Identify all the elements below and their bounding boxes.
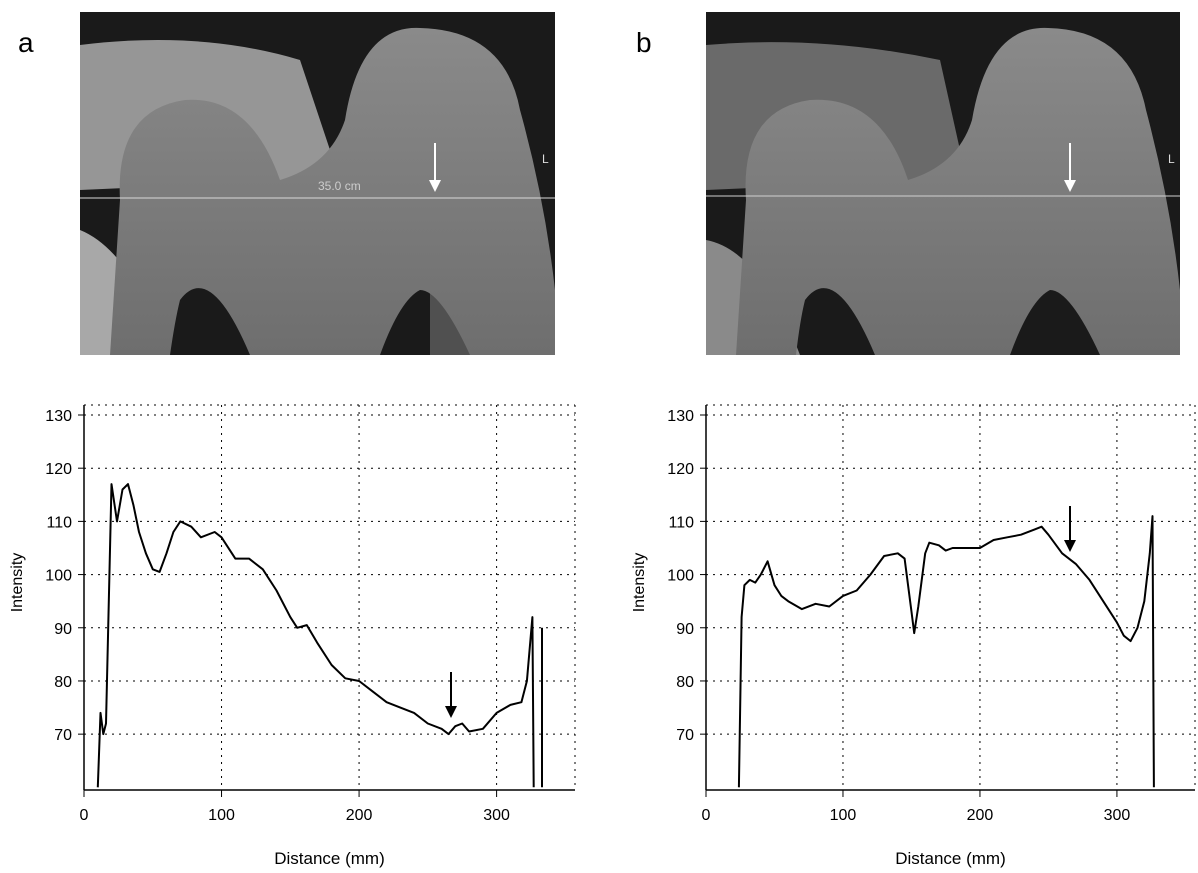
y-tick-label: 70 (54, 727, 72, 744)
y-tick-label: 120 (45, 461, 72, 478)
y-axis-label: Intensity (9, 553, 26, 613)
y-axis-label: Intensity (631, 553, 648, 613)
x-tick-label: 100 (830, 807, 857, 824)
y-tick-label: 80 (676, 674, 694, 691)
y-tick-label: 100 (45, 568, 72, 585)
x-axis-label: Distance (mm) (274, 849, 385, 868)
panel-label: b (636, 27, 652, 58)
y-tick-label: 120 (667, 461, 694, 478)
panel-label: a (18, 27, 34, 58)
image-a: 35.0 cm L (80, 12, 555, 355)
y-tick-label: 100 (667, 568, 694, 585)
y-tick-label: 80 (54, 674, 72, 691)
x-tick-label: 300 (1104, 807, 1131, 824)
data-line (96, 483, 543, 788)
x-tick-label: 200 (346, 807, 373, 824)
x-tick-label: 0 (702, 807, 711, 824)
x-tick-label: 200 (967, 807, 994, 824)
side-mark: L (542, 152, 549, 166)
data-line (737, 515, 1155, 788)
x-tick-label: 0 (80, 807, 89, 824)
image-b: L (706, 12, 1180, 355)
y-tick-label: 110 (46, 514, 72, 531)
y-tick-label: 110 (668, 514, 694, 531)
annotation-arrow-head (445, 706, 457, 718)
line-label: 35.0 cm (318, 179, 361, 193)
y-tick-label: 90 (676, 621, 694, 638)
y-tick-label: 90 (54, 621, 72, 638)
y-tick-label: 130 (45, 408, 72, 425)
y-tick-label: 70 (676, 727, 694, 744)
x-tick-label: 100 (208, 807, 235, 824)
annotation-arrow-head (1064, 540, 1076, 552)
y-tick-label: 130 (667, 408, 694, 425)
x-axis-label: Distance (mm) (895, 849, 1006, 868)
side-mark: L (1168, 152, 1175, 166)
x-tick-label: 300 (483, 807, 510, 824)
